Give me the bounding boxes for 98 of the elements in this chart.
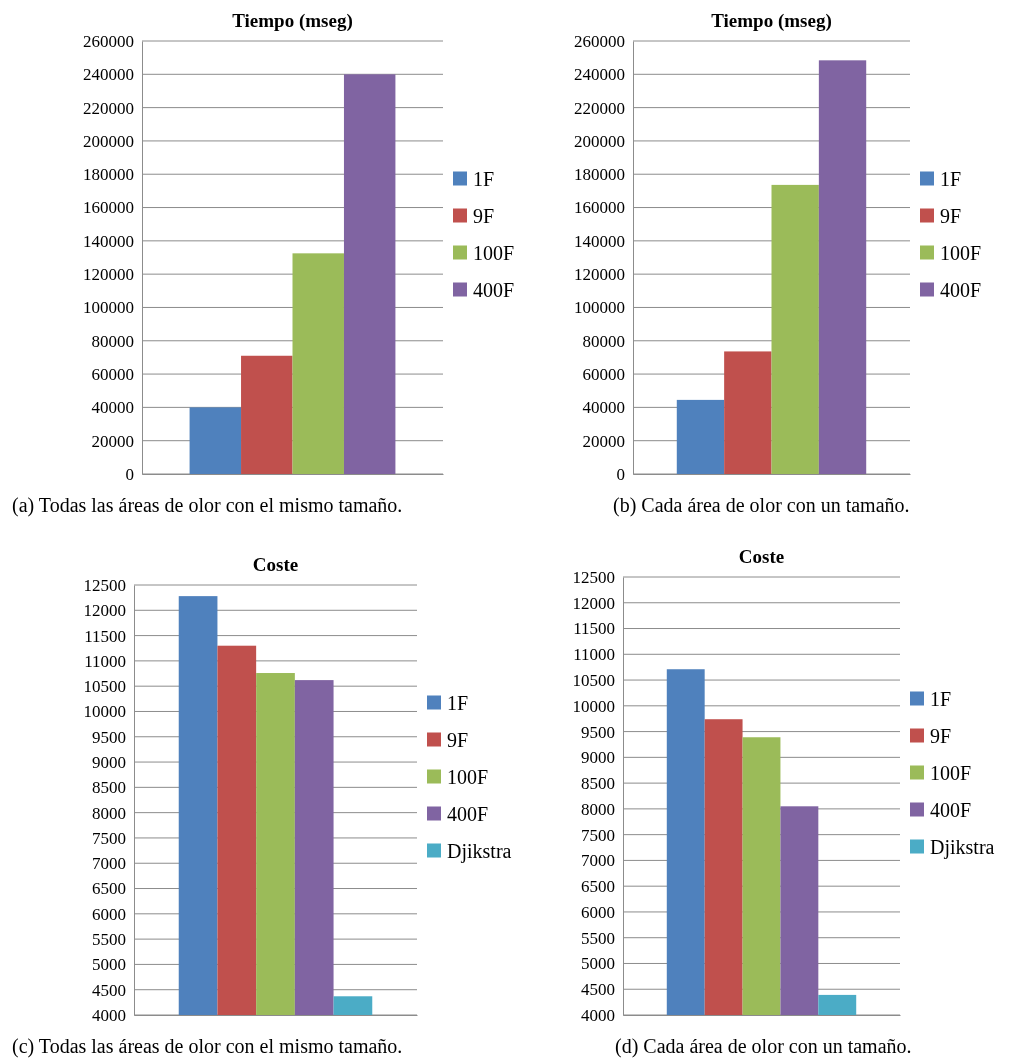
y-tick-label: 10000 [572,696,615,716]
y-tick-label: 0 [616,464,625,484]
y-tick-label: 80000 [582,331,625,351]
y-tick-label: 12500 [83,575,126,595]
y-tick-label: 8500 [581,774,615,794]
y-tick-label: 8500 [92,778,126,798]
y-tick-label: 200000 [83,131,134,151]
y-tick-label: 11500 [84,626,126,646]
y-tick-label: 80000 [91,331,134,351]
legend-label: 1F [473,167,495,190]
y-tick-label: 120000 [574,265,625,285]
y-tick-label: 4000 [581,1005,615,1025]
y-tick-label: 9500 [92,727,126,747]
y-tick-label: 11000 [573,645,615,665]
y-tick-label: 10500 [572,671,615,690]
y-tick-label: 220000 [574,98,625,118]
y-tick-label: 10500 [83,677,126,697]
y-tick-label: 100000 [574,298,625,318]
y-tick-label: 240000 [574,65,625,85]
legend-label: 100F [940,241,982,264]
y-tick-label: 100000 [83,298,134,318]
y-tick-label: 6000 [581,902,615,922]
legend-label: 9F [930,724,952,747]
y-tick-label: 6500 [581,877,615,897]
y-tick-label: 9000 [581,748,615,768]
legend-label: Djikstra [930,835,995,859]
legend-label: 9F [940,204,962,227]
text: (a) Todas las áreas de olor con el mismo tamaño. [12,494,403,517]
legend-label: 400F [447,802,489,825]
y-tick-label: 60000 [91,365,134,385]
legend-label: 9F [447,728,469,751]
legend-label: 1F [940,167,962,190]
y-tick-label: 8000 [581,799,615,819]
y-tick-label: 5000 [581,954,615,974]
y-tick-label: 11500 [573,619,615,639]
y-tick-label: 40000 [91,398,134,418]
y-tick-label: 8000 [92,803,126,823]
y-tick-label: 7500 [581,825,615,845]
y-tick-label: 40000 [582,398,625,418]
bar [771,184,819,474]
y-tick-label: 5000 [92,955,126,975]
legend-label: 1F [447,691,469,714]
bar [189,407,242,474]
y-tick-label: 10000 [83,702,126,722]
y-tick-label: 240000 [83,65,134,85]
y-tick-label: 12000 [83,601,126,621]
legend-label: 100F [447,765,489,788]
chart-title: Tiempo (mseg) [232,10,353,32]
y-tick-label: 6000 [92,904,126,924]
y-tick-label: 20000 [91,431,134,451]
bar [343,74,396,474]
y-tick-label: 260000 [574,31,625,51]
y-tick-label: 7500 [92,828,126,848]
y-tick-label: 5500 [581,928,615,948]
legend-label: 400F [473,278,515,301]
y-tick-label: 12000 [572,593,615,613]
chart-title: Tiempo (mseg) [711,10,832,32]
y-tick-label: 160000 [574,198,625,218]
y-tick-label: 11000 [84,651,126,671]
y-tick-label: 140000 [83,231,134,251]
bar [241,355,293,474]
y-tick-label: 7000 [92,854,126,874]
y-tick-label: 260000 [83,31,134,51]
legend-label: 1F [930,687,952,710]
bar [724,351,772,474]
y-tick-label: 0 [125,464,134,484]
y-tick-label: 120000 [83,265,134,285]
y-tick-label: 12500 [572,567,615,587]
text: (d) Cada área de olor con un tamaño. [615,1035,912,1058]
y-tick-label: 180000 [574,165,625,185]
y-tick-label: 6500 [92,879,126,899]
y-tick-label: 4500 [581,980,615,1000]
y-tick-label: 220000 [83,98,134,118]
chart-title: Coste [252,554,299,575]
text: (c) Todas las áreas de olor con el mismo tamaño. [12,1035,403,1058]
legend-label: Djikstra [447,839,512,863]
y-tick-label: 4500 [92,980,126,1000]
y-tick-label: 9500 [581,722,615,742]
legend-label: 9F [473,204,495,227]
y-tick-label: 9000 [92,753,126,772]
bar [818,60,867,474]
legend-label: 400F [940,278,982,301]
legend-label: 400F [930,798,972,821]
y-tick-label: 20000 [582,431,625,451]
y-tick-label: 180000 [83,165,134,185]
y-tick-label: 5500 [92,930,126,950]
legend-label: 100F [930,761,972,784]
y-tick-label: 4000 [92,1005,126,1025]
y-tick-label: 7000 [581,851,615,871]
y-tick-label: 60000 [582,365,625,385]
chart-title: Coste [738,546,785,567]
legend-label: 100F [473,241,515,264]
y-tick-label: 160000 [83,198,134,218]
bar [292,253,344,474]
y-tick-label: 140000 [574,231,625,251]
y-tick-label: 200000 [574,131,625,151]
bar [676,399,725,474]
text: (b) Cada área de olor con un tamaño. [613,494,910,517]
